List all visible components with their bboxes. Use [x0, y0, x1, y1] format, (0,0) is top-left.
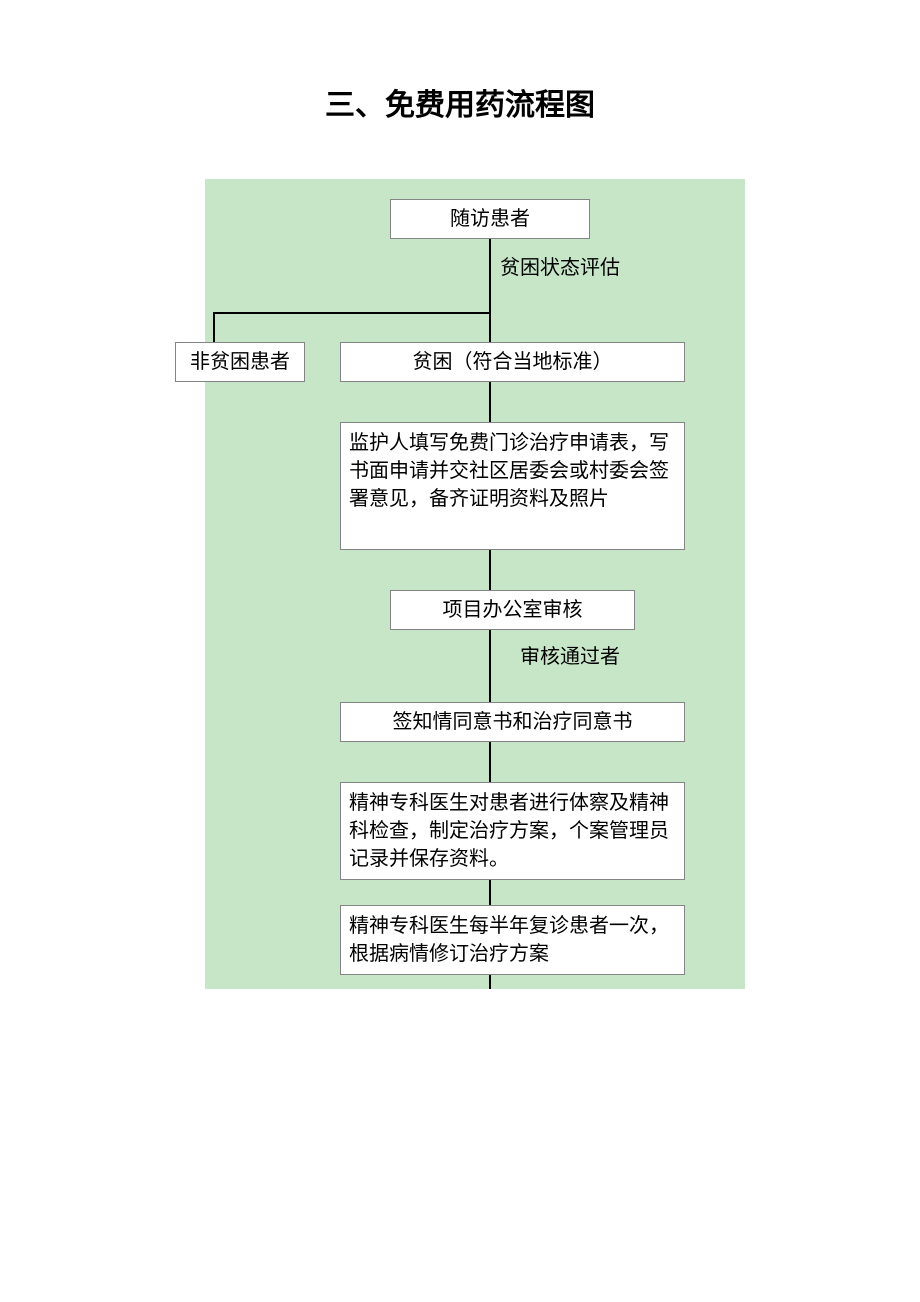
- flow-edge: [489, 239, 491, 312]
- flow-node: 精神专科医生对患者进行体察及精神科检查，制定治疗方案，个案管理员记录并保存资料。: [340, 782, 685, 880]
- flow-edge: [489, 975, 491, 989]
- flow-node: 项目办公室审核: [390, 590, 635, 630]
- flow-edge-label: 贫困状态评估: [500, 251, 620, 280]
- page-title: 三、免费用药流程图: [40, 80, 880, 124]
- flow-edge: [489, 312, 491, 342]
- flow-edge-label: 审核通过者: [520, 640, 620, 669]
- flow-edge: [489, 742, 491, 782]
- flowchart: 贫困状态评估审核通过者 随访患者非贫困患者贫困（符合当地标准） 监护人填写免费门诊…: [175, 179, 745, 989]
- flow-node: 签知情同意书和治疗同意书: [340, 702, 685, 742]
- flow-edge: [489, 880, 491, 905]
- flow-node: 非贫困患者: [175, 342, 305, 382]
- flow-edge: [489, 630, 491, 702]
- flow-edge: [489, 382, 491, 422]
- flow-edge: [213, 312, 491, 314]
- flow-node: 贫困（符合当地标准）: [340, 342, 685, 382]
- flow-edge: [213, 312, 215, 342]
- flow-edge: [489, 550, 491, 590]
- flow-node: 随访患者: [390, 199, 590, 239]
- flow-node: 精神专科医生每半年复诊患者一次，根据病情修订治疗方案: [340, 905, 685, 975]
- flow-node: 监护人填写免费门诊治疗申请表，写书面申请并交社区居委会或村委会签署意见，备齐证明…: [340, 422, 685, 550]
